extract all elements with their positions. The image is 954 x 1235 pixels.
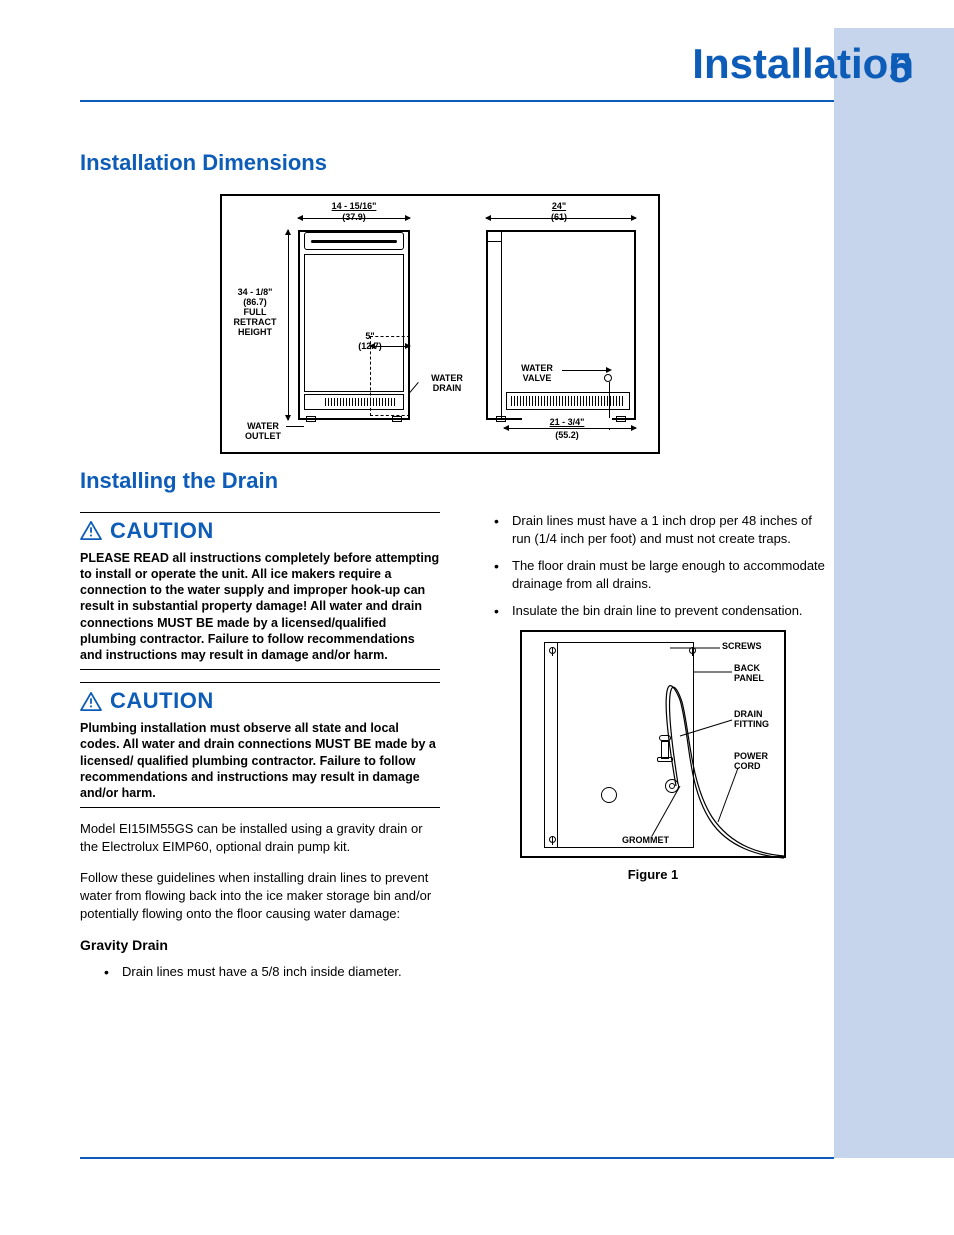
body-para-2: Follow these guidelines when installing … xyxy=(80,869,440,922)
dim-height-cm: (86.7) xyxy=(243,297,267,307)
page-header: Installation xyxy=(80,40,954,88)
label-power-cord: POWER CORD xyxy=(734,752,782,772)
header-title: Installation xyxy=(80,40,954,88)
label-grommet: GROMMET xyxy=(622,836,669,846)
label-drain-fitting: DRAIN FITTING xyxy=(734,710,782,730)
dim-depth-top: 24" xyxy=(532,202,586,212)
label-screws: SCREWS xyxy=(722,642,762,652)
dim-depth-bot: 21 - 3/4" xyxy=(522,418,612,428)
footer-rule xyxy=(80,1157,834,1159)
caution-box-2: CAUTION Plumbing installation must obser… xyxy=(80,682,440,808)
body-para-1: Model EI15IM55GS can be installed using … xyxy=(80,820,440,855)
dim-inner-w: 5" xyxy=(365,331,374,341)
dim-depth-bot-cm: (55.2) xyxy=(522,431,612,441)
dim-height-note: FULL RETRACT HEIGHT xyxy=(234,307,277,337)
caution-title-2: CAUTION xyxy=(110,686,214,716)
figure-1-diagram: SCREWS BACK PANEL DRAIN FITTING POWER CO… xyxy=(520,630,786,858)
dim-inner-w-cm: (12.7) xyxy=(358,341,382,351)
dim-water-drain: WATER DRAIN xyxy=(422,374,472,394)
right-column: Drain lines must have a 1 inch drop per … xyxy=(470,512,830,991)
caution-box-1: CAUTION PLEASE READ all instructions com… xyxy=(80,512,440,670)
page-number: 5 xyxy=(889,44,912,92)
bullet-list-right: Drain lines must have a 1 inch drop per … xyxy=(470,512,830,620)
dim-depth-top-cm: (61) xyxy=(532,213,586,223)
label-back-panel: BACK PANEL xyxy=(734,664,778,684)
dim-width-top-cm: (37.9) xyxy=(314,213,394,223)
caution-text-1: PLEASE READ all instructions completely … xyxy=(80,550,440,664)
list-item: Drain lines must have a 5/8 inch inside … xyxy=(104,963,440,981)
dimensions-diagram: 14 - 15/16" (37.9) 34 - 1/8" (86.7) FULL… xyxy=(220,194,660,454)
list-item: Drain lines must have a 1 inch drop per … xyxy=(494,512,830,547)
warning-triangle-icon xyxy=(80,692,102,711)
dim-water-valve: WATER VALVE xyxy=(512,364,562,384)
dim-water-outlet: WATER OUTLET xyxy=(238,422,288,442)
caution-title-1: CAUTION xyxy=(110,516,214,546)
figure-1-wrap: SCREWS BACK PANEL DRAIN FITTING POWER CO… xyxy=(520,630,830,884)
two-column-layout: CAUTION PLEASE READ all instructions com… xyxy=(80,512,832,991)
figure-1-caption: Figure 1 xyxy=(520,866,786,884)
section-title-dimensions: Installation Dimensions xyxy=(80,150,832,176)
page-number-band xyxy=(834,28,954,1158)
caution-text-2: Plumbing installation must observe all s… xyxy=(80,720,440,801)
header-rule xyxy=(80,100,834,102)
section-title-drain: Installing the Drain xyxy=(80,468,832,494)
page-content: Installation Dimensions xyxy=(80,150,832,991)
subheading-gravity-drain: Gravity Drain xyxy=(80,936,440,955)
warning-triangle-icon xyxy=(80,521,102,540)
dim-width-top: 14 - 15/16" xyxy=(314,202,394,212)
dim-height-in: 34 - 1/8" xyxy=(238,287,273,297)
bullet-list-left: Drain lines must have a 5/8 inch inside … xyxy=(80,963,440,981)
list-item: Insulate the bin drain line to prevent c… xyxy=(494,602,830,620)
left-column: CAUTION PLEASE READ all instructions com… xyxy=(80,512,440,991)
list-item: The floor drain must be large enough to … xyxy=(494,557,830,592)
